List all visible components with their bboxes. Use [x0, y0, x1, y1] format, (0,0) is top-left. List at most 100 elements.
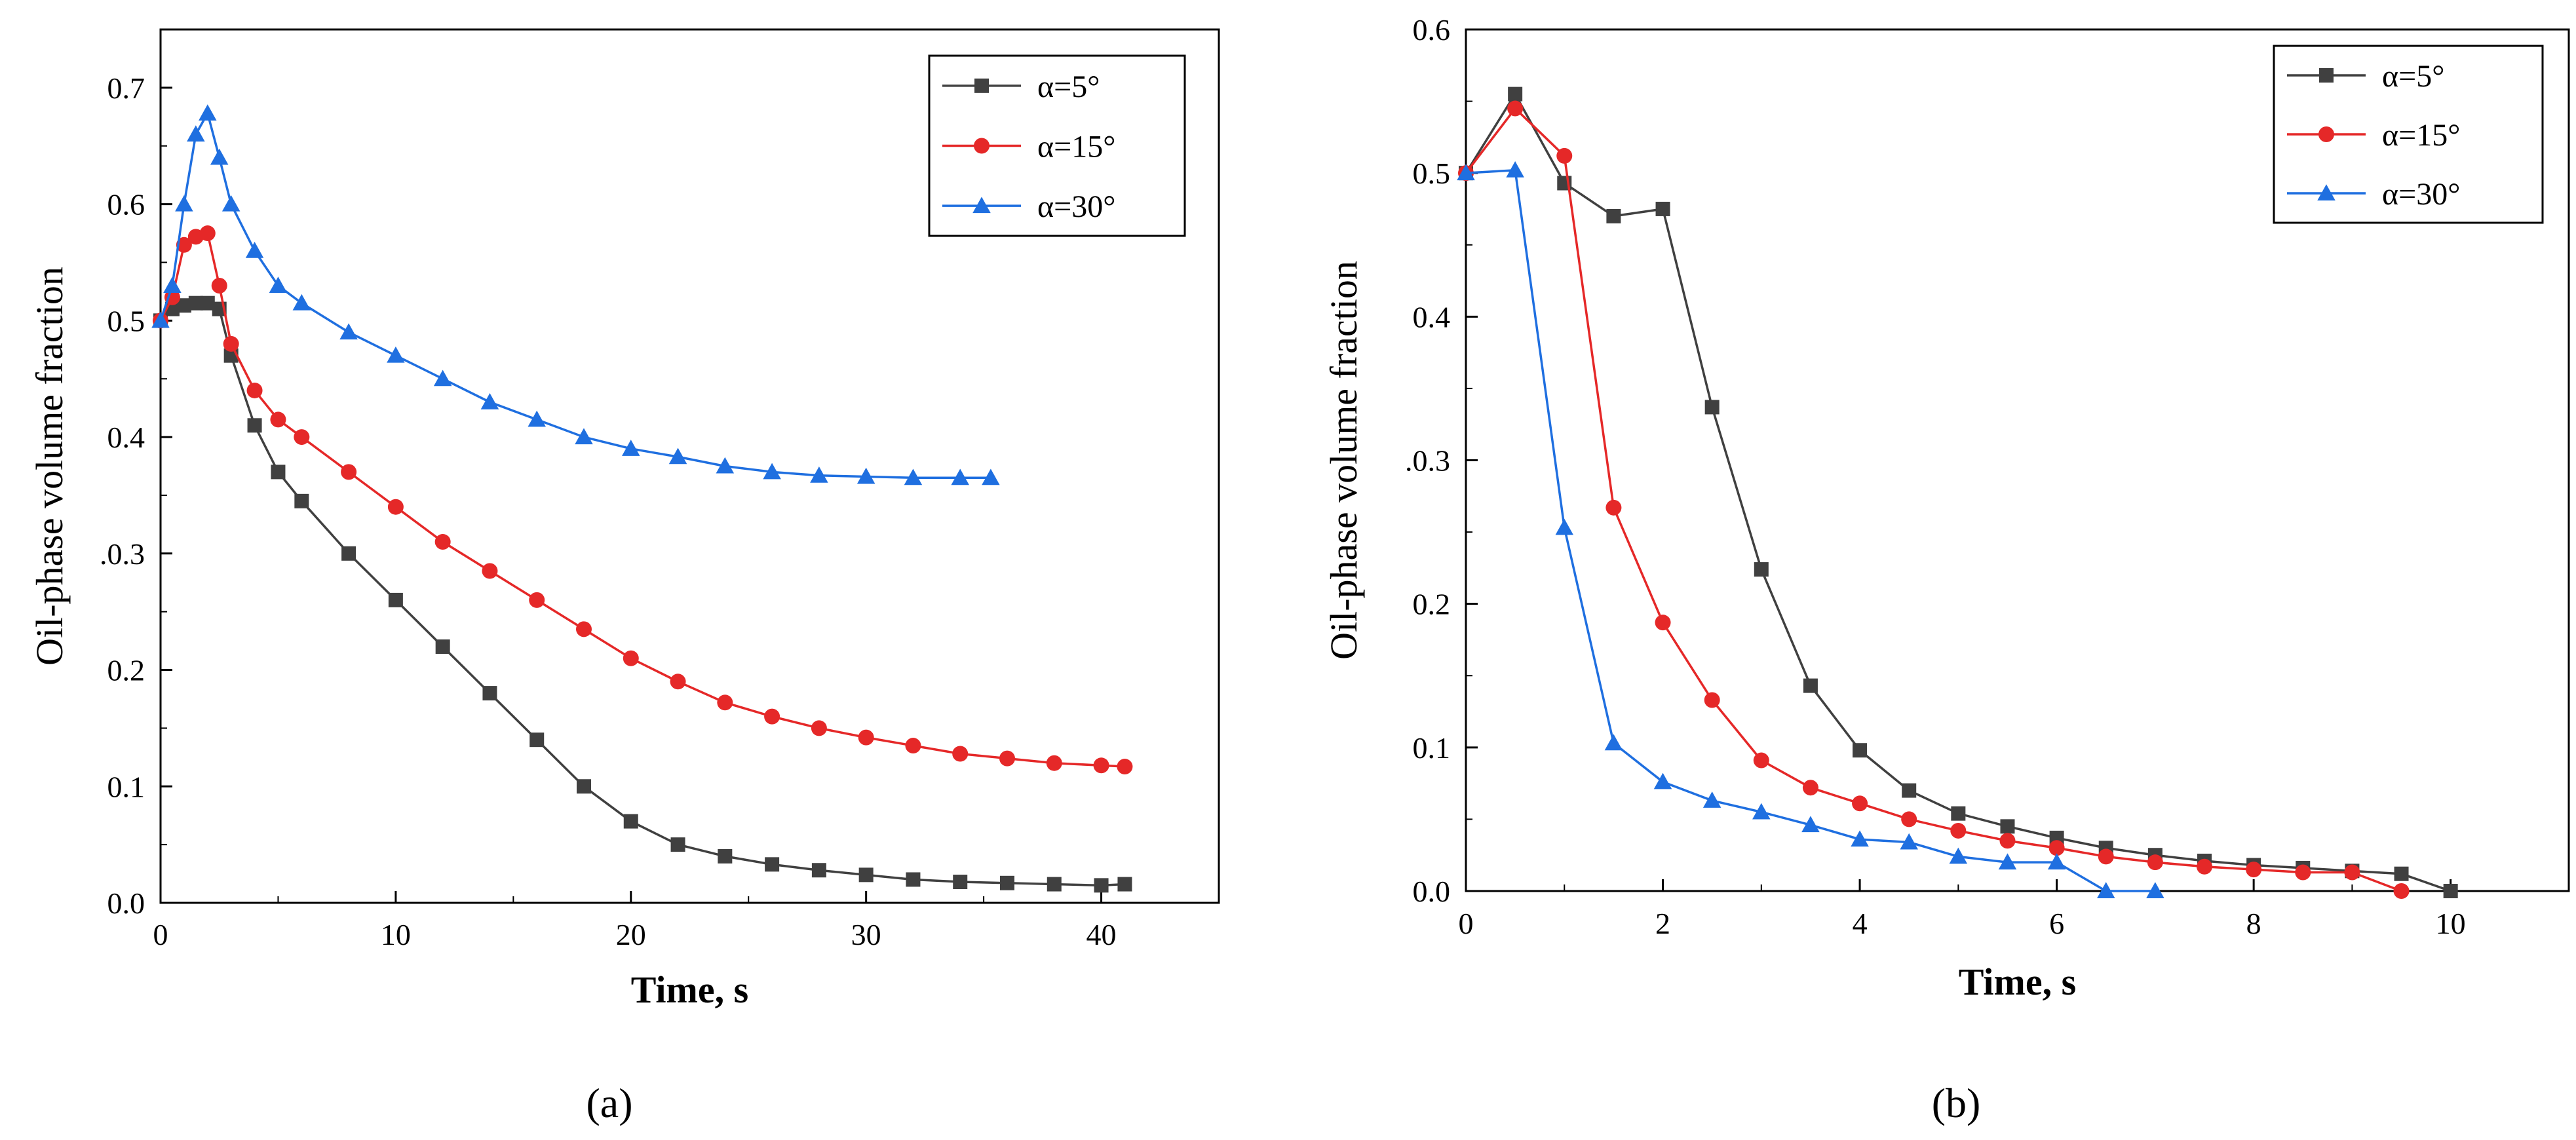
data-point: [577, 779, 591, 794]
data-point: [1606, 208, 1621, 223]
data-point: [1950, 822, 1967, 839]
data-point: [176, 237, 192, 253]
data-point: [246, 382, 263, 398]
data-point: [292, 294, 311, 311]
legend: α=5° α=15° α=30°: [2273, 45, 2544, 224]
y-tick-label: 0.2: [107, 654, 145, 687]
data-point: [211, 278, 227, 294]
data-point: [1556, 147, 1573, 164]
data-point: [764, 708, 780, 725]
data-point: [1655, 615, 1671, 631]
data-point: [982, 468, 1000, 485]
data-point: [2146, 882, 2164, 898]
data-point: [999, 750, 1015, 767]
data-point: [271, 465, 286, 480]
data-point: [388, 592, 403, 607]
y-tick-label: 0.0: [107, 886, 145, 920]
legend-marker: [2317, 184, 2336, 200]
data-point: [858, 867, 874, 883]
legend-label: α=15°: [1037, 130, 1115, 164]
plot-frame: [159, 28, 1220, 904]
data-point: [2344, 864, 2360, 881]
data-point: [187, 125, 205, 142]
data-point: [623, 814, 638, 829]
data-point: [622, 440, 640, 456]
panel-b: 0 2 4 6 8 10 0.0 0.1 0.2 .0.3 0.4 0.5 0.6 Time, s Oil-…: [1322, 13, 2570, 1003]
data-point: [176, 298, 191, 313]
data-point: [1093, 757, 1109, 774]
y-tick-label: 0.1: [107, 770, 145, 803]
x-tick-label: 30: [851, 918, 881, 951]
data-point: [906, 872, 921, 887]
data-point: [482, 563, 498, 579]
x-tick-label: 0: [153, 918, 168, 951]
data-point: [387, 499, 404, 515]
data-point: [434, 534, 451, 550]
data-point: [1555, 518, 1574, 535]
data-point: [339, 323, 358, 340]
data-point: [2393, 883, 2410, 899]
series-square: [153, 295, 1132, 893]
y-tick-label: 0.6: [1413, 13, 1451, 47]
data-point: [2048, 840, 2065, 856]
data-point: [294, 493, 309, 508]
data-point: [905, 738, 921, 754]
data-point: [529, 592, 545, 608]
data-point: [175, 195, 193, 212]
data-point: [164, 289, 180, 305]
data-point: [2098, 848, 2114, 865]
data-point: [482, 686, 497, 701]
data-point: [2147, 854, 2163, 871]
data-point: [1000, 875, 1014, 890]
y-tick-label: .0.3: [1405, 444, 1450, 478]
data-point: [1457, 164, 1475, 181]
data-point: [221, 195, 240, 212]
legend-label: α=5°: [2382, 59, 2444, 94]
data-point: [670, 674, 686, 690]
data-point: [904, 468, 923, 485]
legend-label: α=15°: [2382, 118, 2460, 153]
data-point: [952, 746, 969, 762]
legend-label: α=30°: [2382, 177, 2460, 212]
data-point: [1902, 783, 1917, 798]
data-point: [1704, 692, 1720, 708]
data-point: [718, 848, 733, 864]
data-point: [480, 392, 499, 409]
data-point: [953, 875, 968, 890]
data-point: [1094, 878, 1109, 893]
legend-marker: [2319, 68, 2334, 83]
data-point: [2246, 862, 2262, 878]
y-tick-label: 0.2: [1413, 588, 1451, 621]
series-triangle: [151, 104, 1000, 485]
data-point: [247, 418, 262, 433]
x-axis-title: Time, s: [1959, 960, 2076, 1003]
series-circle: [1458, 100, 2410, 899]
data-point: [2047, 853, 2066, 870]
data-point: [811, 863, 826, 878]
data-point: [1655, 201, 1670, 216]
data-point: [2000, 819, 2015, 834]
data-point: [528, 410, 546, 427]
data-point: [529, 732, 545, 748]
data-point: [151, 311, 170, 328]
data-point: [1704, 400, 1720, 415]
legend-marker: [974, 78, 989, 93]
data-point: [245, 241, 264, 258]
data-point: [2096, 882, 2115, 898]
x-tick-label: 0: [1459, 907, 1474, 940]
data-point: [1801, 816, 1820, 833]
data-point: [765, 857, 780, 872]
series-line: [159, 231, 1125, 768]
x-axis-title: Time, s: [631, 968, 748, 1011]
series-circle: [153, 225, 1133, 775]
data-point: [1117, 877, 1132, 892]
data-point: [435, 639, 450, 654]
legend-label: α=5°: [1037, 69, 1100, 104]
data-point: [1853, 743, 1868, 758]
data-point: [716, 457, 735, 474]
data-point: [1754, 562, 1769, 577]
data-point: [199, 104, 217, 121]
y-tick-label: 0.5: [1413, 157, 1451, 190]
data-point: [200, 295, 215, 311]
